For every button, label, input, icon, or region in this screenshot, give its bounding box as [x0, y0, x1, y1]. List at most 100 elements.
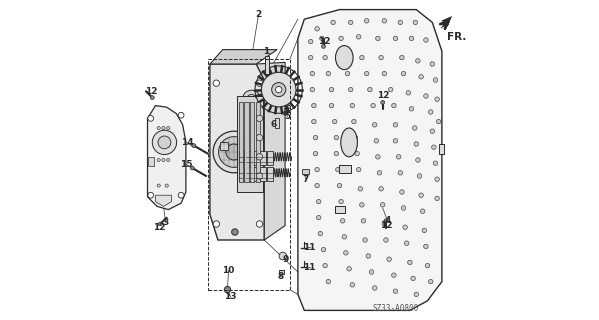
Circle shape: [403, 225, 407, 229]
Circle shape: [167, 126, 170, 130]
Text: 11: 11: [304, 243, 316, 252]
Circle shape: [226, 144, 242, 160]
Circle shape: [190, 166, 194, 170]
Circle shape: [332, 119, 337, 124]
Circle shape: [323, 263, 327, 268]
Circle shape: [213, 131, 255, 173]
Circle shape: [394, 289, 398, 293]
Circle shape: [165, 184, 168, 187]
Bar: [260, 151, 265, 165]
Circle shape: [382, 19, 386, 23]
Circle shape: [318, 231, 322, 236]
Circle shape: [261, 72, 296, 107]
Bar: [265, 56, 270, 74]
Bar: [237, 96, 263, 192]
Text: 12: 12: [146, 87, 158, 96]
Circle shape: [179, 112, 184, 118]
Bar: [219, 142, 228, 150]
Circle shape: [247, 94, 256, 104]
Text: 14: 14: [180, 138, 193, 147]
Ellipse shape: [335, 46, 353, 70]
Text: 12: 12: [317, 37, 330, 46]
Text: 5: 5: [284, 112, 291, 121]
Circle shape: [428, 110, 433, 114]
Bar: [244, 102, 249, 182]
Circle shape: [213, 80, 219, 86]
Circle shape: [374, 139, 379, 143]
Circle shape: [433, 161, 438, 165]
Circle shape: [401, 71, 406, 76]
Circle shape: [408, 260, 412, 265]
Circle shape: [428, 279, 433, 284]
Circle shape: [340, 219, 345, 223]
Circle shape: [158, 136, 171, 149]
Circle shape: [369, 270, 374, 274]
Circle shape: [373, 286, 377, 290]
Circle shape: [308, 39, 313, 44]
Circle shape: [387, 257, 391, 261]
Circle shape: [272, 83, 286, 97]
Bar: [438, 144, 444, 154]
Circle shape: [394, 36, 398, 41]
Circle shape: [384, 219, 388, 223]
Circle shape: [352, 119, 356, 124]
Circle shape: [224, 286, 231, 293]
Circle shape: [423, 94, 428, 98]
Circle shape: [435, 177, 439, 181]
Circle shape: [359, 55, 364, 60]
Circle shape: [416, 158, 420, 162]
Circle shape: [320, 36, 324, 41]
Circle shape: [344, 251, 348, 255]
Circle shape: [353, 135, 358, 140]
Circle shape: [310, 71, 314, 76]
Circle shape: [418, 174, 422, 178]
Circle shape: [389, 87, 393, 92]
Circle shape: [398, 20, 403, 25]
Circle shape: [148, 192, 153, 198]
Circle shape: [368, 87, 372, 92]
Circle shape: [310, 87, 314, 92]
Circle shape: [342, 235, 347, 239]
Circle shape: [232, 229, 238, 235]
Circle shape: [331, 20, 335, 25]
Circle shape: [394, 123, 398, 127]
Circle shape: [392, 103, 396, 108]
Circle shape: [315, 27, 319, 31]
Polygon shape: [210, 64, 264, 240]
Circle shape: [371, 103, 376, 108]
Circle shape: [419, 75, 423, 79]
Bar: [253, 151, 259, 165]
Circle shape: [423, 244, 428, 249]
Circle shape: [423, 38, 428, 42]
Circle shape: [276, 86, 282, 93]
Circle shape: [313, 135, 317, 140]
Circle shape: [397, 155, 401, 159]
Circle shape: [157, 126, 161, 130]
Circle shape: [425, 263, 429, 268]
Circle shape: [413, 126, 417, 130]
Circle shape: [308, 55, 313, 60]
Polygon shape: [298, 10, 442, 310]
Circle shape: [398, 171, 403, 175]
Circle shape: [315, 183, 319, 188]
Polygon shape: [156, 195, 171, 206]
Bar: [253, 167, 259, 181]
Circle shape: [256, 115, 263, 122]
Circle shape: [409, 36, 414, 41]
Circle shape: [379, 55, 383, 60]
Circle shape: [321, 247, 326, 252]
Circle shape: [243, 90, 261, 108]
Circle shape: [148, 116, 153, 121]
Circle shape: [413, 20, 418, 25]
Circle shape: [311, 119, 316, 124]
Circle shape: [150, 96, 154, 100]
Circle shape: [349, 87, 353, 92]
Polygon shape: [256, 62, 285, 240]
Text: 4: 4: [385, 216, 391, 225]
Bar: [238, 167, 244, 181]
Circle shape: [430, 129, 434, 133]
Circle shape: [256, 221, 263, 227]
Circle shape: [256, 80, 263, 86]
Circle shape: [381, 100, 385, 104]
Text: 15: 15: [180, 160, 192, 169]
